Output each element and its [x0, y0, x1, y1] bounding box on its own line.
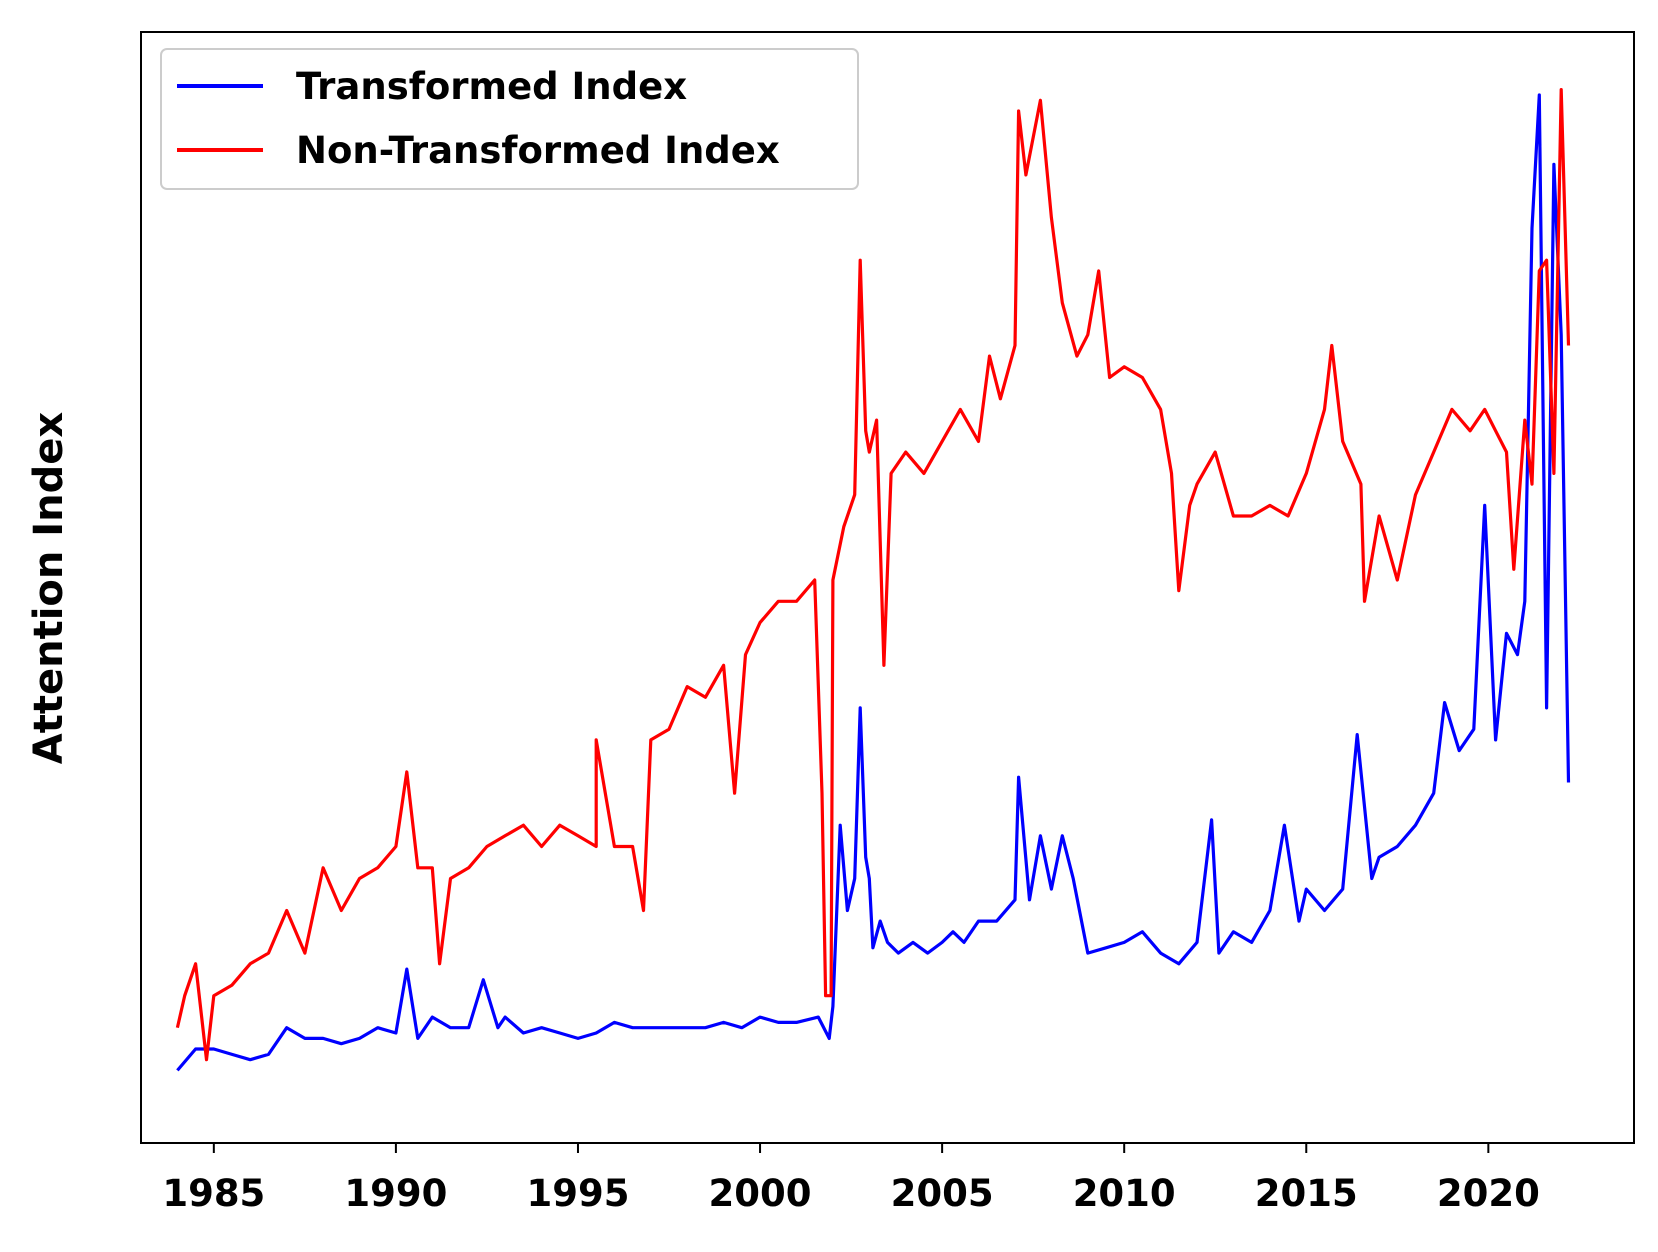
series-line-transformed-index — [176, 93, 1571, 1072]
x-tick-label: 2000 — [709, 1172, 812, 1215]
x-tick-label: 2015 — [1255, 1172, 1358, 1215]
plot-frame — [140, 31, 1635, 1144]
plot-area — [175, 87, 1571, 1072]
series-line-non-transformed-index — [175, 87, 1571, 1062]
legend-box — [160, 48, 859, 190]
legend-label-transformed: Transformed Index — [296, 65, 687, 108]
legend-label-non-transformed: Non-Transformed Index — [296, 129, 780, 172]
x-tick-label: 2020 — [1437, 1172, 1540, 1215]
y-axis-label: Attention Index — [26, 412, 72, 765]
x-tick-label: 2005 — [891, 1172, 994, 1215]
x-axis: 1985 1990 1995 2000 2005 2010 2015 2020 — [162, 1143, 1540, 1215]
legend: Transformed Index Non-Transformed Index — [160, 48, 859, 190]
x-tick-label: 2010 — [1073, 1172, 1176, 1215]
x-tick-label: 1990 — [344, 1172, 447, 1215]
x-tick-label: 1985 — [162, 1172, 265, 1215]
x-tick-label: 1995 — [526, 1172, 629, 1215]
